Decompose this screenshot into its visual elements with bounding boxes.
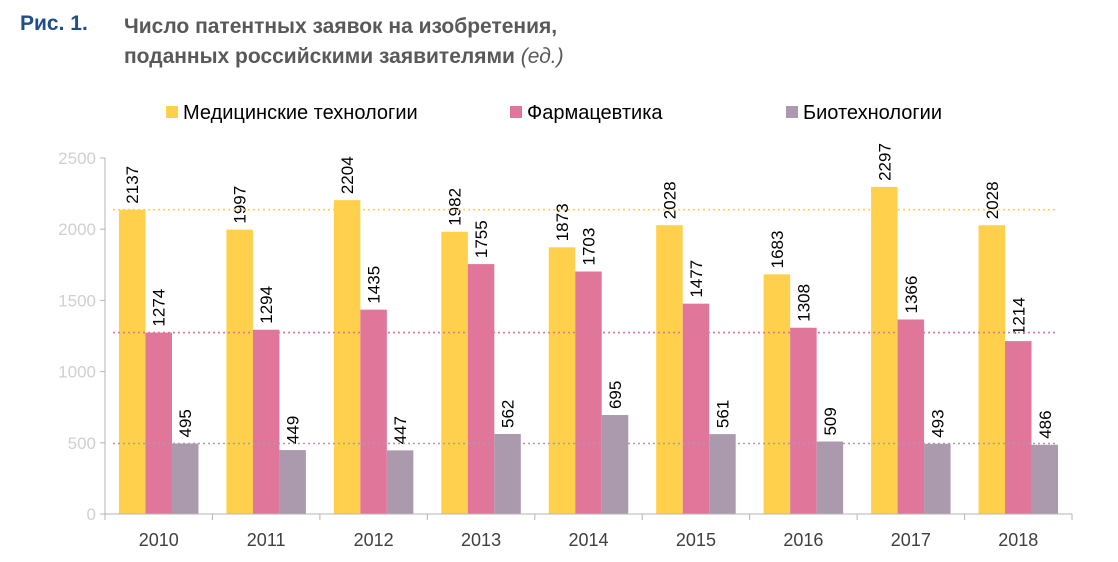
figure-title-line2-text: поданных российскими заявителями xyxy=(124,45,515,68)
y-tick-label: 1500 xyxy=(58,291,96,310)
bar xyxy=(682,303,710,514)
x-tick-label: 2018 xyxy=(998,530,1038,550)
bar xyxy=(171,443,199,514)
bar xyxy=(333,200,361,515)
legend-label: Медицинские технологии xyxy=(183,102,418,124)
data-label: 1274 xyxy=(150,289,169,327)
bar xyxy=(252,329,280,514)
bar xyxy=(386,450,414,514)
y-tick-label: 2500 xyxy=(58,149,96,168)
bar xyxy=(575,271,602,514)
legend-label: Биотехнологии xyxy=(803,102,942,124)
x-tick-label: 2012 xyxy=(354,530,394,550)
y-tick-label: 0 xyxy=(87,505,96,524)
data-label: 2028 xyxy=(983,181,1002,219)
bar xyxy=(924,443,951,514)
figure-title-line1: Число патентных заявок на изобретения, xyxy=(124,15,558,38)
data-label: 1308 xyxy=(794,284,813,322)
bar xyxy=(279,450,306,514)
data-label: 1873 xyxy=(553,203,572,241)
data-label: 1366 xyxy=(902,276,921,314)
data-label: 447 xyxy=(391,416,410,444)
data-label: 1435 xyxy=(365,266,384,304)
data-label: 1755 xyxy=(472,220,491,258)
bar xyxy=(816,441,844,514)
x-tick-label: 2015 xyxy=(676,530,716,550)
data-label: 509 xyxy=(821,407,840,435)
bar xyxy=(601,415,629,514)
bar xyxy=(548,247,576,515)
data-label: 1703 xyxy=(580,228,599,266)
data-label: 486 xyxy=(1036,410,1055,438)
data-label: 562 xyxy=(499,400,518,428)
legend-swatch xyxy=(166,106,178,118)
bar xyxy=(145,332,172,514)
data-label: 1997 xyxy=(231,186,250,224)
data-label: 1214 xyxy=(1009,297,1028,335)
x-tick-label: 2013 xyxy=(461,530,501,550)
data-label: 561 xyxy=(713,400,732,428)
bar xyxy=(656,225,683,514)
legend-swatch xyxy=(786,106,798,118)
bar xyxy=(1005,341,1032,514)
bar xyxy=(441,231,468,515)
bar xyxy=(1031,444,1059,514)
bar xyxy=(978,225,1006,514)
bar xyxy=(226,229,253,514)
y-tick-label: 500 xyxy=(68,434,96,453)
figure-unit: (ед.) xyxy=(520,45,564,68)
data-label: 1477 xyxy=(687,260,706,298)
bar xyxy=(467,264,495,514)
data-label: 2204 xyxy=(338,156,357,194)
bar xyxy=(494,433,521,514)
bar xyxy=(709,434,736,514)
figure-title: Число патентных заявок на изобретения, п… xyxy=(124,12,824,72)
x-tick-label: 2010 xyxy=(139,530,179,550)
data-label: 449 xyxy=(284,416,303,444)
x-tick-label: 2017 xyxy=(891,530,931,550)
y-tick-label: 2000 xyxy=(58,220,96,239)
data-label: 1982 xyxy=(446,188,465,226)
bar xyxy=(897,319,925,514)
bar xyxy=(360,309,387,514)
x-tick-label: 2016 xyxy=(783,530,823,550)
data-label: 1294 xyxy=(257,286,276,324)
figure-label: Рис. 1. xyxy=(20,12,88,35)
data-label: 493 xyxy=(928,409,947,437)
bar xyxy=(871,186,898,514)
bar xyxy=(790,327,817,514)
data-label: 2297 xyxy=(875,143,894,181)
y-tick-label: 1000 xyxy=(58,363,96,382)
figure-title-line2: поданных российскими заявителями (ед.) xyxy=(124,42,824,72)
bar xyxy=(118,209,146,514)
legend-label: Фармацевтика xyxy=(527,102,663,124)
bar xyxy=(763,274,791,514)
data-label: 2028 xyxy=(660,181,679,219)
data-label: 2137 xyxy=(123,166,142,204)
data-label: 1683 xyxy=(768,231,787,269)
x-tick-label: 2011 xyxy=(247,530,286,550)
legend-swatch xyxy=(510,106,522,118)
data-label: 495 xyxy=(176,409,195,437)
x-tick-label: 2014 xyxy=(568,530,608,550)
data-label: 695 xyxy=(606,381,625,409)
